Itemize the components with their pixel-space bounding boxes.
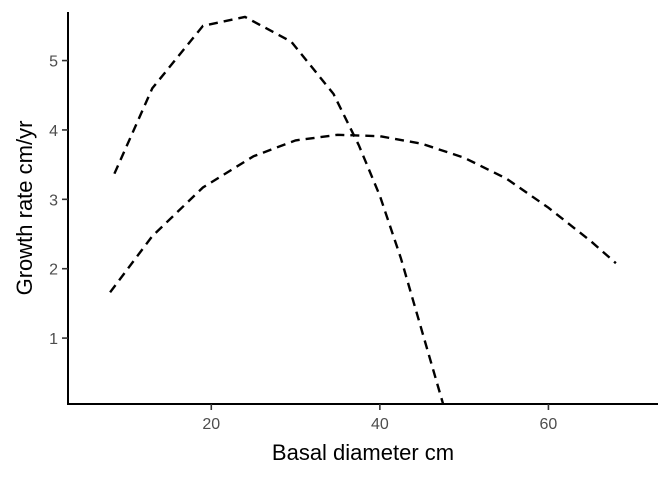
x-axis-ticks: 20 40 60: [202, 404, 557, 433]
x-tick-label: 20: [202, 416, 220, 433]
x-tick-label: 40: [371, 416, 389, 433]
series-line-1: [113, 15, 445, 405]
y-tick-label: 3: [49, 192, 58, 209]
y-axis-title: Growth rate cm/yr: [12, 121, 37, 296]
y-tick-label: 2: [49, 262, 58, 279]
series-layer: [109, 15, 617, 405]
x-axis-title: Basal diameter cm: [272, 440, 454, 465]
y-axis-ticks: 1 2 3 4 5: [49, 54, 68, 348]
series-line-2: [109, 133, 617, 294]
y-tick-label: 1: [49, 331, 58, 348]
y-tick-label: 5: [49, 54, 58, 71]
y-tick-label: 4: [49, 123, 58, 140]
x-tick-label: 60: [540, 416, 558, 433]
